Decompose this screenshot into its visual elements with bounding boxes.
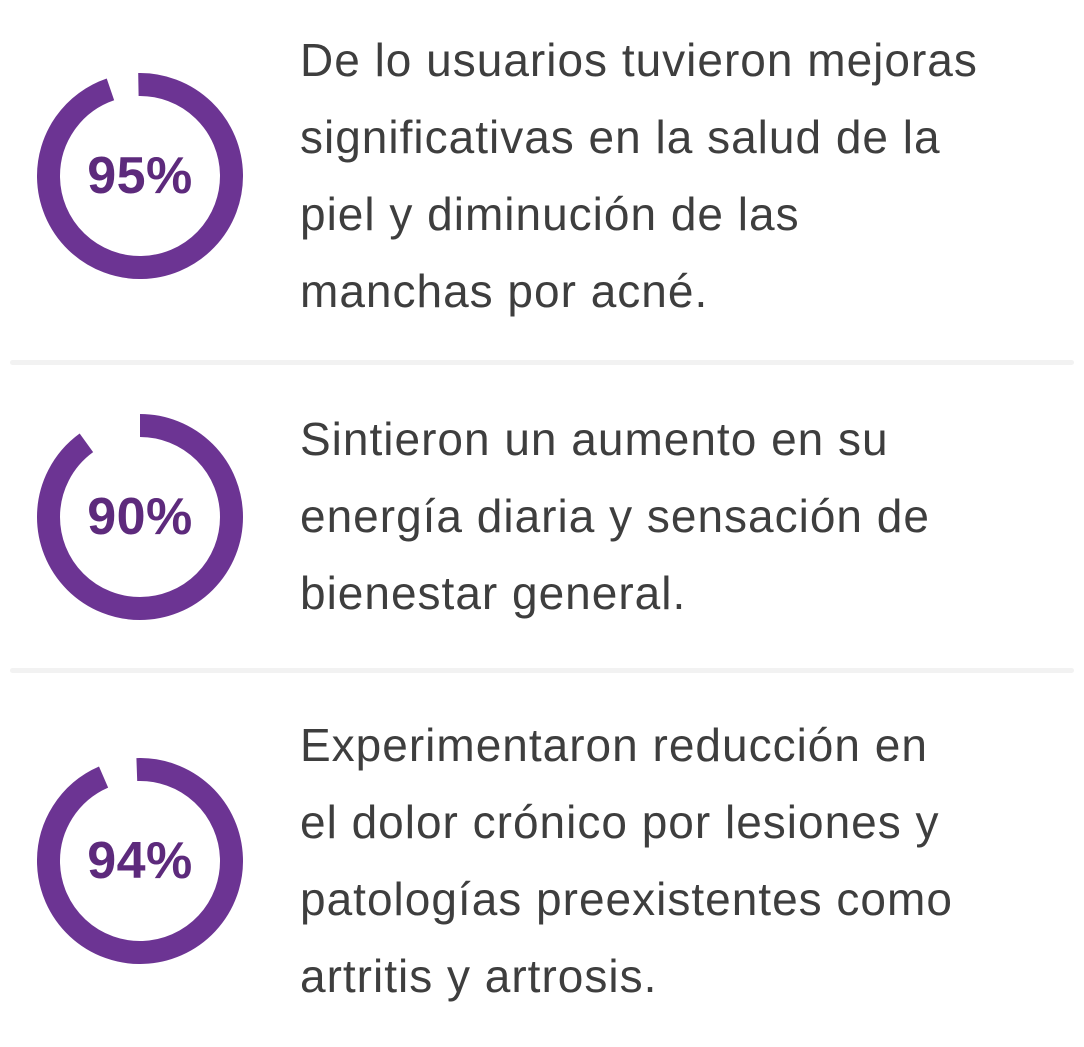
- ring-arc: [37, 413, 243, 620]
- donut-ring-svg: [37, 413, 243, 620]
- section-divider: [10, 668, 1074, 673]
- section-divider: [10, 360, 1074, 365]
- donut-ring-svg: [37, 73, 243, 279]
- stat-description: Experimentaron reducción en el dolor cró…: [300, 719, 953, 1002]
- donut-gauge: 94%: [37, 758, 243, 964]
- ring-arc: [37, 73, 243, 279]
- ring-column: 90%: [0, 413, 280, 620]
- stat-description: Sintieron un aumento en su energía diari…: [300, 413, 930, 619]
- stat-description: De lo usuarios tuvieron mejoras signific…: [300, 34, 978, 317]
- description-column: Sintieron un aumento en su energía diari…: [280, 401, 1084, 632]
- donut-ring-svg: [37, 758, 243, 964]
- stat-section-energy: 90% Sintieron un aumento en su energía d…: [0, 365, 1084, 668]
- ring-arc: [37, 758, 243, 964]
- donut-gauge: 90%: [37, 413, 243, 620]
- ring-column: 94%: [0, 758, 280, 964]
- percent-label: 95%: [87, 147, 193, 205]
- description-column: De lo usuarios tuvieron mejoras signific…: [280, 22, 1084, 330]
- stat-section-skin: 95% De lo usuarios tuvieron mejoras sign…: [0, 0, 1084, 360]
- percent-label: 94%: [87, 832, 193, 890]
- donut-gauge: 95%: [37, 73, 243, 279]
- description-column: Experimentaron reducción en el dolor cró…: [280, 707, 1084, 1015]
- ring-column: 95%: [0, 73, 280, 279]
- stat-section-pain: 94% Experimentaron reducción en el dolor…: [0, 673, 1084, 1045]
- percent-label: 90%: [87, 487, 193, 546]
